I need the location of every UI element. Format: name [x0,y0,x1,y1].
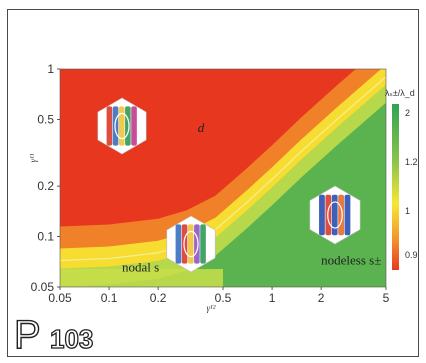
colorbar-tick-label: 0.9 [405,250,418,260]
colorbar-ticks: 2 1.2 1 0.9 [405,108,418,260]
gap-structure-nodal-s-icon [166,215,216,273]
colorbar-tick-label: 1.2 [405,157,418,167]
y-tick-label: 0.1 [37,230,54,244]
x-tick-label: 5 [383,291,390,305]
x-tick-label: 1 [269,291,276,305]
heatmap-green-region [60,102,386,287]
heatmap-nodal-region [60,269,223,287]
region-label: d [198,120,205,135]
colorbar-tick-label: 2 [405,108,410,118]
x-tick-label: 0.2 [150,291,167,305]
colorbar-bar [392,104,399,270]
gap-structure-insets [97,97,361,273]
axes: 0.05 0.1 0.2 0.5 1 2 5 1 0.5 0.2 0.1 0.05 γ¹² γ¹¹ [28,62,390,313]
x-tick-label: 0.05 [48,291,72,305]
y-tick-label: 0.2 [37,179,54,193]
region-labels: d nodal s nodeless s± [122,120,381,274]
page-tag-number: 103 [50,324,93,354]
y-tick-label: 1 [47,62,54,76]
y-axis-label: γ¹¹ [28,153,38,162]
heatmap-area [60,69,386,287]
colorbar-tick-label: 1 [405,206,410,216]
page-number-tag: P 103 [13,312,94,354]
y-tick-label: 0.05 [31,280,55,294]
region-label: nodeless s± [321,253,381,268]
region-label: nodal s [122,259,159,274]
y-tick-label: 0.5 [37,112,54,126]
gap-structure-nodeless-s-icon [309,185,361,245]
x-tick-label: 0.5 [215,291,232,305]
x-tick-label: 2 [318,291,325,305]
phase-boundary-layer [60,76,386,262]
gap-structure-d-icon [97,97,147,155]
x-axis-label: γ¹² [207,303,216,313]
colorbar-label: λₛ±/λ_d [385,88,415,98]
colorbar: λₛ±/λ_d 2 1.2 1 0.9 [385,88,418,270]
phase-boundary-line [60,76,386,262]
x-tick-label: 0.1 [101,291,118,305]
page-tag-letter: P [14,313,41,354]
